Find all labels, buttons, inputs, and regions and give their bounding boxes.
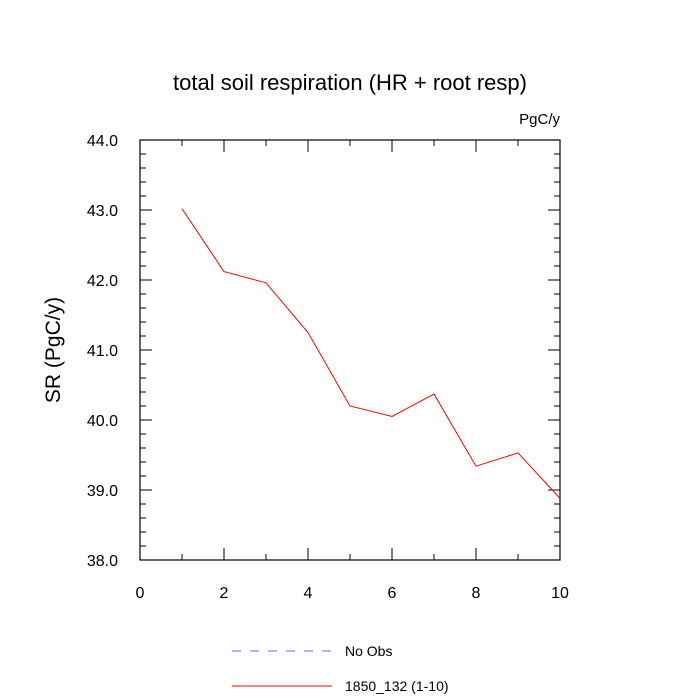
y-tick-label: 38.0 bbox=[87, 553, 118, 570]
legend: No Obs 1850_132 (1-10) bbox=[232, 643, 449, 694]
x-tick-label: 0 bbox=[136, 585, 145, 602]
y-tick-label: 44.0 bbox=[87, 133, 118, 150]
x-tick-label: 2 bbox=[220, 585, 229, 602]
units-label: PgC/y bbox=[519, 111, 560, 128]
series-line bbox=[181, 208, 561, 499]
legend-label: 1850_132 (1-10) bbox=[345, 678, 449, 694]
y-axis-label: SR (PgC/y) bbox=[42, 297, 65, 403]
x-tick-label: 4 bbox=[304, 585, 313, 602]
y-tick-label: 41.0 bbox=[87, 343, 118, 360]
x-tick-label: 10 bbox=[551, 585, 569, 602]
y-tick-label: 40.0 bbox=[87, 413, 118, 430]
y-tick-label: 42.0 bbox=[87, 273, 118, 290]
x-tick-label: 6 bbox=[388, 585, 397, 602]
plot-frame bbox=[139, 139, 561, 561]
plot-area: 0 2 4 6 8 10 38.0 39.0 40.0 41.0 42.0 43.0 44.0 bbox=[87, 133, 569, 602]
y-tick-label: 43.0 bbox=[87, 203, 118, 220]
y-tick-label: 39.0 bbox=[87, 483, 118, 500]
x-tick-label: 8 bbox=[472, 585, 481, 602]
chart-title: total soil respiration (HR + root resp) bbox=[173, 70, 527, 95]
legend-label: No Obs bbox=[345, 643, 392, 659]
